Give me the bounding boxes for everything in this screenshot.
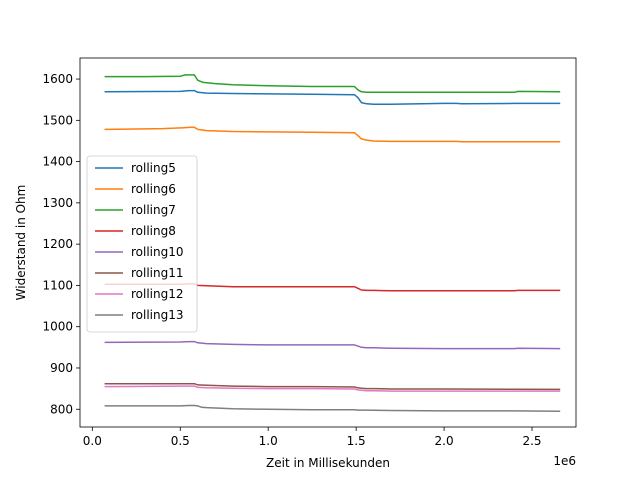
x-axis-label: Zeit in Millisekunden xyxy=(266,456,390,470)
series-line-rolling12 xyxy=(104,385,561,392)
y-tick-label: 1600 xyxy=(42,72,73,86)
x-axis-offset-label: 1e6 xyxy=(553,454,576,468)
x-tick-label: 1.0 xyxy=(259,434,278,448)
legend-label: rolling10 xyxy=(131,245,184,259)
y-tick-label: 1300 xyxy=(42,196,73,210)
axes-frame xyxy=(79,57,577,428)
series-line-rolling10 xyxy=(104,340,561,350)
y-tick-label: 1500 xyxy=(42,113,73,127)
x-tick-label: 2.0 xyxy=(435,434,454,448)
y-tick-label: 1000 xyxy=(42,320,73,334)
legend-label: rolling11 xyxy=(131,266,184,280)
y-tick-label: 1400 xyxy=(42,155,73,169)
x-tick-label: 1.5 xyxy=(347,434,366,448)
legend-label: rolling6 xyxy=(131,182,176,196)
series-line-rolling11 xyxy=(104,382,561,391)
series-line-rolling13 xyxy=(104,404,561,413)
series-line-rolling6 xyxy=(104,126,561,143)
y-tick-label: 800 xyxy=(50,402,73,416)
legend-label: rolling8 xyxy=(131,224,176,238)
y-axis-ticks: 800 900 1000 1100 1200 1300 1400 1500 1600 xyxy=(42,72,80,416)
y-tick-label: 1100 xyxy=(42,278,73,292)
legend-label: rolling7 xyxy=(131,203,176,217)
legend-box xyxy=(86,155,198,333)
x-tick-label: 2.5 xyxy=(522,434,541,448)
legend-label: rolling12 xyxy=(131,287,184,301)
y-axis-label: Widerstand in Ohm xyxy=(14,185,28,301)
y-tick-label: 900 xyxy=(50,361,73,375)
x-tick-label: 0.0 xyxy=(83,434,102,448)
series-line-rolling5 xyxy=(104,89,561,105)
legend-label: rolling5 xyxy=(131,161,176,175)
x-tick-label: 0.5 xyxy=(171,434,190,448)
legend: rolling5 rolling6 rolling7 rolling8 rolling1… xyxy=(86,155,198,333)
series-line-rolling7 xyxy=(104,74,561,94)
legend-label: rolling13 xyxy=(131,308,184,322)
x-axis-ticks: 0.0 0.5 1.0 1.5 2.0 2.5 xyxy=(83,427,542,448)
y-tick-label: 1200 xyxy=(42,237,73,251)
